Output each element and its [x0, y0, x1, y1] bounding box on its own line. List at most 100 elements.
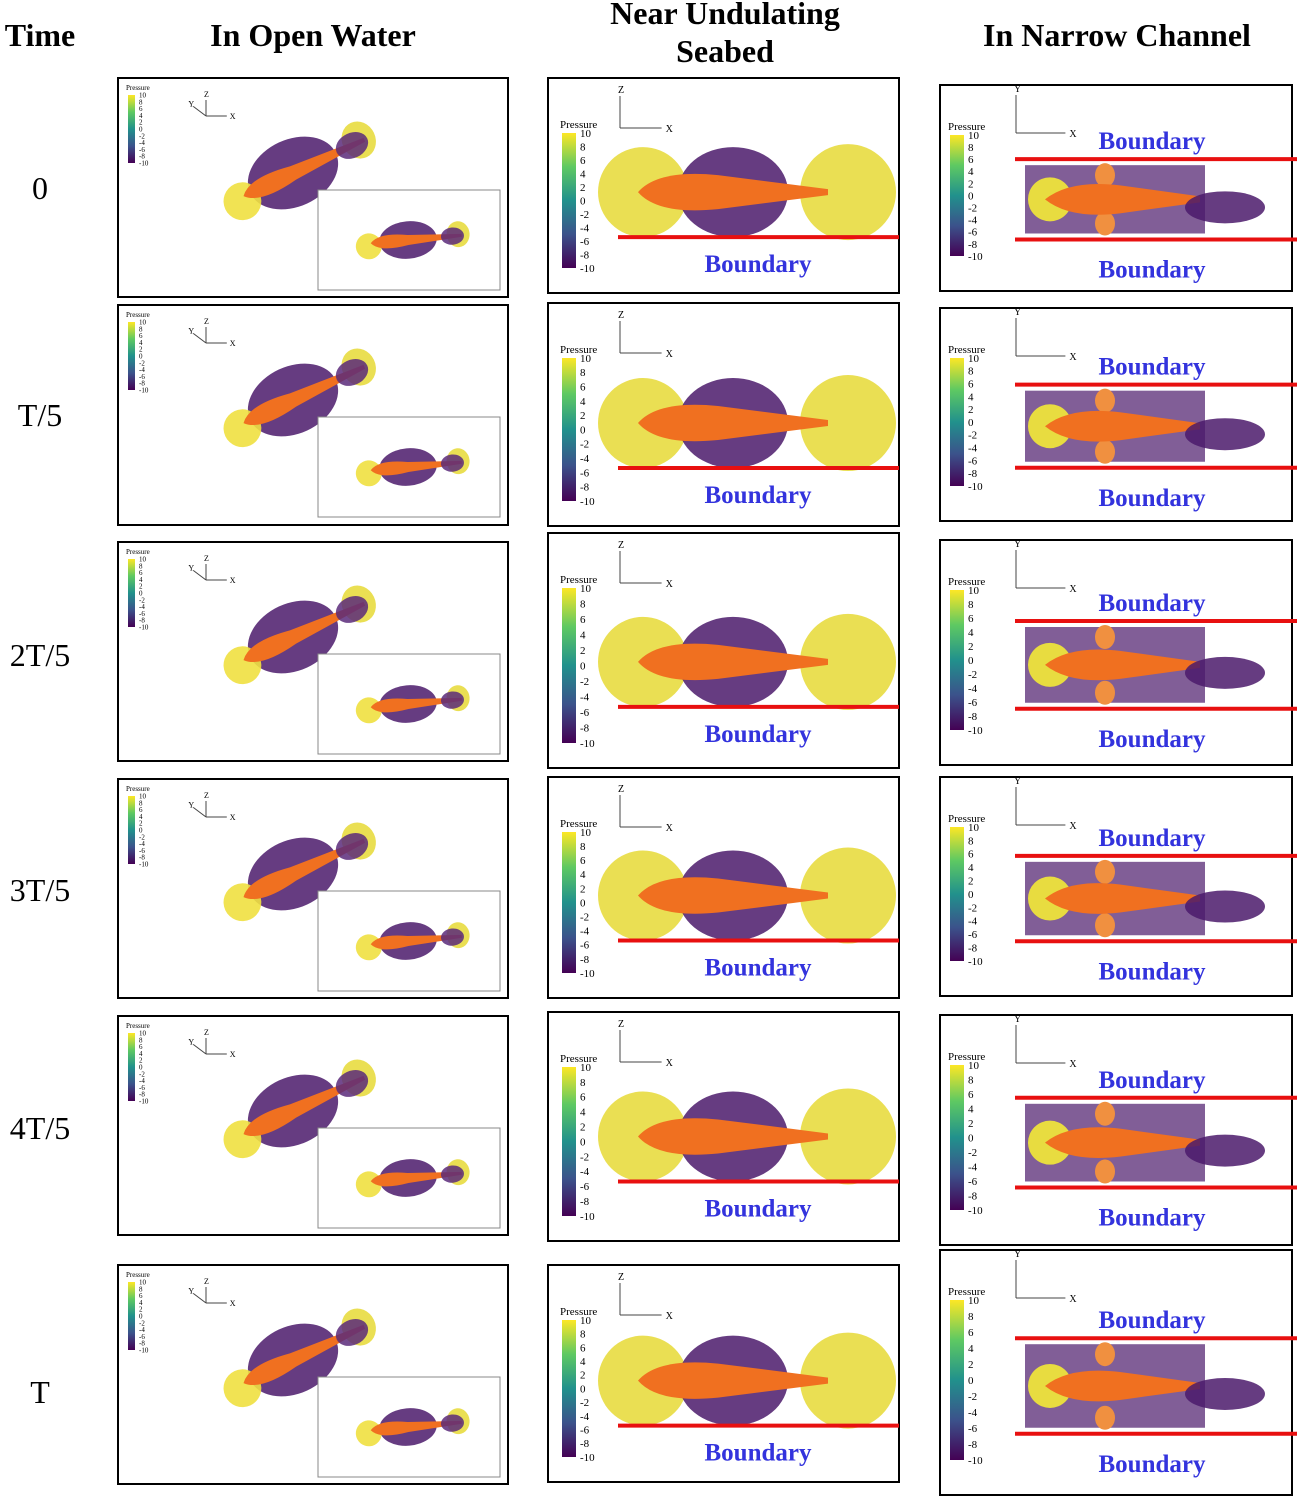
column-header: Near Undulating Seabed: [610, 0, 840, 69]
colorbar-tick-label: -8: [580, 482, 590, 494]
colorbar-tick-label: -2: [968, 669, 977, 681]
colorbar-tick-label: -2: [139, 359, 145, 367]
fish-body: [1045, 649, 1200, 681]
colorbar-tick-label: -8: [580, 249, 590, 261]
colorbar-tick-label: -6: [580, 1424, 590, 1436]
colorbar-tick-label: 10: [968, 1060, 980, 1072]
colorbar-tick-label: 10: [580, 827, 592, 839]
axis-label: X: [1069, 584, 1077, 595]
colorbar-tick-label: -2: [139, 596, 145, 604]
colorbar-tick-label: 10: [580, 1315, 592, 1327]
colorbar-tick-label: -2: [968, 202, 977, 214]
fin: [1095, 1342, 1115, 1367]
colorbar-tick-label: 4: [580, 629, 586, 641]
colorbar-tick-label: -6: [580, 236, 590, 248]
vortex-render: [223, 1308, 376, 1408]
axis-label: X: [230, 339, 236, 348]
colorbar-title: Pressure: [126, 84, 150, 92]
colorbar-tick-label: 2: [139, 820, 143, 828]
fish-body: [1045, 1127, 1200, 1159]
colorbar-title: Pressure: [560, 574, 597, 586]
colorbar-tick-label: -4: [139, 1077, 145, 1085]
colorbar-tick-label: -4: [968, 683, 978, 695]
colorbar-title: Pressure: [948, 576, 985, 588]
colorbar: [128, 95, 135, 163]
colorbar-tick-label: 10: [139, 91, 147, 99]
colorbar-tick-label: -2: [580, 1397, 589, 1409]
colorbar-tick-label: 0: [968, 190, 974, 202]
axis-triad: [619, 321, 662, 354]
fin: [1095, 388, 1115, 413]
colorbar-tick-label: -2: [580, 676, 589, 688]
axis-line: [192, 1044, 207, 1055]
colorbar-tick-label: -8: [139, 1091, 145, 1099]
colorbar-title: Pressure: [560, 1306, 597, 1318]
colorbar-tick-label: 2: [968, 1118, 974, 1130]
colorbar-tick-label: 10: [580, 1062, 592, 1074]
colorbar-tick-label: 6: [580, 614, 586, 626]
colorbar-tick-label: 2: [968, 875, 974, 887]
colorbar-tick-label: 0: [968, 889, 974, 901]
colorbar-tick-label: 8: [139, 325, 143, 333]
colorbar-tick-label: 8: [139, 98, 143, 106]
colorbar-tick-label: 6: [139, 569, 143, 577]
purple-vortex: [335, 596, 369, 623]
colorbar-tick-label: 8: [968, 1311, 974, 1323]
purple-vortex: [440, 1414, 464, 1432]
boundary-label: Boundary: [1099, 825, 1206, 852]
colorbar-tick-label: 0: [580, 195, 586, 207]
colorbar-tick-label: 6: [968, 154, 974, 166]
colorbar-tick-label: -8: [139, 1340, 145, 1348]
colorbar-tick-label: 6: [139, 806, 143, 814]
fin: [1095, 439, 1115, 464]
boundary-label: Boundary: [1099, 726, 1206, 753]
colorbar-tick-label: 6: [139, 1292, 143, 1300]
row-label: 3T/5: [10, 872, 70, 908]
colorbar-tick-label: 4: [139, 112, 143, 120]
yellow-vortex: [800, 847, 896, 944]
vortex-render: [355, 221, 470, 260]
purple-vortex: [440, 928, 464, 946]
colorbar-tick-label: 6: [580, 155, 586, 167]
yellow-vortex: [800, 1088, 896, 1185]
vortex-render: [223, 585, 376, 685]
colorbar-tick-label: -6: [139, 146, 145, 154]
colorbar-tick-label: -2: [968, 1391, 977, 1403]
axis-label: X: [666, 349, 674, 360]
colorbar-tick-label: -8: [968, 711, 978, 723]
colorbar: [950, 358, 964, 486]
axis-label: X: [666, 1058, 674, 1069]
colorbar-tick-label: -10: [139, 386, 149, 394]
colorbar-tick-label: 2: [580, 410, 586, 422]
colorbar-tick-label: 10: [580, 353, 592, 365]
boundary-label: Boundary: [1099, 1307, 1206, 1334]
colorbar-tick-label: 8: [580, 598, 586, 610]
axis-triad: [619, 795, 662, 828]
axis-label: X: [1069, 352, 1077, 363]
vortex-render: [223, 121, 376, 221]
colorbar-tick-label: -10: [968, 1455, 983, 1467]
boundary-label: Boundary: [705, 251, 812, 278]
axis-line: [192, 807, 207, 818]
fish-body: [1045, 183, 1200, 215]
colorbar-tick-label: 2: [968, 1359, 974, 1371]
purple-vortex: [335, 132, 369, 159]
colorbar-tick-label: 8: [139, 799, 143, 807]
colorbar-tick-label: 10: [139, 318, 147, 326]
colorbar-tick-label: -10: [968, 251, 983, 263]
axis-triad: [192, 327, 227, 344]
colorbar-tick-label: -6: [139, 610, 145, 618]
fish-body: [370, 460, 462, 476]
colorbar-tick-label: -8: [139, 153, 145, 161]
colorbar-tick-label: 6: [139, 105, 143, 113]
colorbar-tick-label: -4: [580, 1166, 590, 1178]
colorbar-tick-label: 10: [968, 822, 980, 834]
fish-body: [370, 697, 462, 713]
colorbar-tick-label: -6: [968, 1176, 978, 1188]
colorbar-tick-label: 4: [968, 1103, 974, 1115]
vortex-render: [355, 1408, 470, 1447]
axis-triad: [1015, 1025, 1066, 1064]
boundary-label: Boundary: [705, 955, 812, 982]
colorbar-tick-label: 10: [139, 555, 147, 563]
colorbar-tick-label: -6: [968, 455, 978, 467]
